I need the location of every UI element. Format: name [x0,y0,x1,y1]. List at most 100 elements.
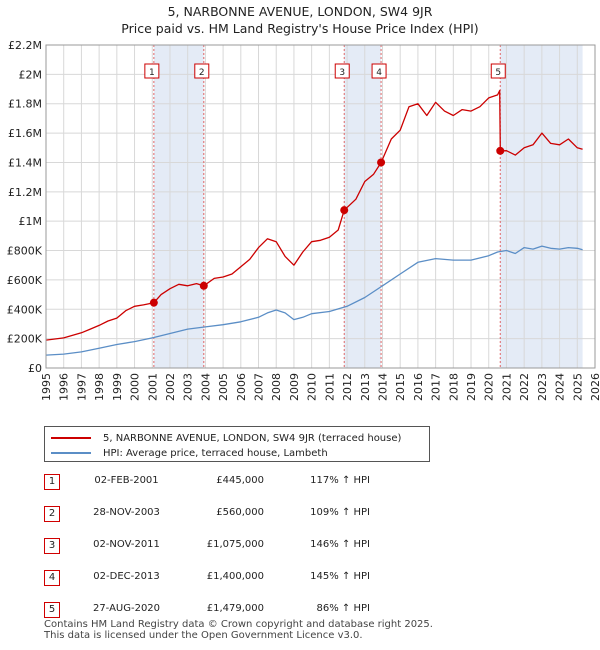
sale-hpi-change: 109% ↑ HPI [310,507,370,518]
hpi-line [45,245,583,356]
legend-swatch-property [51,437,91,439]
sale-date: 27-AUG-2020 [92,603,161,614]
x-tick-label: 2008 [270,373,283,401]
sale-label-number: 1 [149,68,155,78]
x-tick-label: 2019 [465,373,478,401]
sale-point [199,281,208,290]
y-tick-label: £0 [28,362,42,375]
sale-label-box [490,63,506,79]
x-tick-label: 2014 [376,373,389,401]
x-tick-label: 2007 [253,373,266,401]
legend-label-hpi: HPI: Average price, terraced house, Lamb… [103,447,328,459]
x-tick-label: 2010 [306,373,319,401]
x-tick-label: 2022 [518,373,531,401]
x-tick-label: 2026 [589,373,600,401]
x-tick-label: 2013 [359,373,372,401]
sale-label-number: 4 [376,68,382,78]
x-tick-label: 2020 [483,373,496,401]
legend-item-hpi: HPI: Average price, terraced house, Lamb… [51,446,328,460]
legend-item-property: 5, NARBONNE AVENUE, LONDON, SW4 9JR (ter… [51,431,401,445]
sale-label-box [194,63,210,79]
table-row: 4 02-DEC-2013 £1,400,000 145% ↑ HPI [44,570,374,586]
y-tick-label: £2.2M [8,39,42,52]
y-tick-label: £400K [7,303,43,316]
x-tick-label: 2011 [323,373,336,401]
x-tick-label: 2001 [146,373,159,401]
y-tick-label: £1.2M [8,186,42,199]
x-tick-label: 2018 [447,373,460,401]
x-tick-label: 2017 [430,373,443,401]
sale-date: 02-FEB-2001 [94,475,159,486]
table-row: 2 28-NOV-2003 £560,000 109% ↑ HPI [44,506,374,522]
sale-hpi-change: 86% ↑ HPI [316,603,370,614]
x-tick-label: 2006 [235,373,248,401]
sale-price: £560,000 [216,507,264,518]
footer-line-licence: This data is licensed under the Open Gov… [44,630,363,641]
x-tick-label: 1997 [75,373,88,401]
sale-hpi-change: 146% ↑ HPI [310,539,370,550]
price-chart: 1 2 3 4 5 £0 £200K £400K £600K £800K £1M £1.2M £1.4M… [7,39,600,401]
chart-title: 5, NARBONNE AVENUE, LONDON, SW4 9JR [167,4,433,19]
chart-title-block: 5, NARBONNE AVENUE, LONDON, SW4 9JR Pric… [0,3,600,37]
x-tick-label: 1996 [58,373,71,401]
sale-period-shade [344,45,382,368]
x-tick-label: 2016 [412,373,425,401]
x-tick-label: 2023 [536,373,549,401]
sale-marker-badge: 1 [44,474,60,490]
plot-frame [45,44,596,369]
sale-point [496,146,505,155]
footer-attribution: Contains HM Land Registry data © Crown c… [44,619,433,641]
table-row: 1 02-FEB-2001 £445,000 117% ↑ HPI [44,474,374,490]
sale-date: 02-DEC-2013 [93,571,160,582]
y-tick-label: £1.6M [8,127,42,140]
sale-label-box [334,63,350,79]
sale-label-number: 2 [199,68,205,78]
sale-date: 02-NOV-2011 [93,539,160,550]
y-tick-label: £800K [7,245,43,258]
sale-marker-badge: 4 [44,570,60,586]
sale-hpi-change: 145% ↑ HPI [310,571,370,582]
sale-marker-badge: 2 [44,506,60,522]
y-tick-label: £2M [19,68,43,81]
x-tick-label: 1998 [93,373,106,401]
sale-period-shade [153,45,204,368]
x-tick-label: 2000 [129,373,142,401]
legend-label-property: 5, NARBONNE AVENUE, LONDON, SW4 9JR (ter… [103,432,402,444]
sale-label-box [371,63,387,79]
sale-price: £445,000 [216,475,264,486]
x-tick-label: 2003 [182,373,195,401]
x-tick-label: 2005 [217,373,230,401]
y-tick-label: £200K [7,333,43,346]
x-tick-label: 2012 [341,373,354,401]
sale-marker-badge: 5 [44,602,60,618]
x-tick-label: 2021 [500,373,513,401]
x-tick-label: 2004 [199,373,212,401]
x-tick-label: 2015 [394,373,407,401]
x-tick-label: 1999 [111,373,124,401]
footer-line-copyright: Contains HM Land Registry data © Crown c… [44,619,433,630]
y-tick-label: £1M [19,215,43,228]
table-row: 5 27-AUG-2020 £1,479,000 86% ↑ HPI [44,602,374,618]
x-tick-label: 1995 [40,373,53,401]
y-tick-label: £600K [7,274,43,287]
sale-price: £1,075,000 [206,539,264,550]
x-tick-label: 2024 [554,373,567,401]
sale-marker-badge: 3 [44,538,60,554]
table-row: 3 02-NOV-2011 £1,075,000 146% ↑ HPI [44,538,374,554]
sale-hpi-change: 117% ↑ HPI [310,475,370,486]
sale-price: £1,400,000 [206,571,264,582]
chart-subtitle: Price paid vs. HM Land Registry's House … [121,21,479,36]
sale-date: 28-NOV-2003 [93,507,160,518]
x-tick-label: 2009 [288,373,301,401]
x-tick-label: 2025 [571,373,584,401]
sale-point [377,158,386,167]
legend-swatch-hpi [51,452,91,454]
sale-label-number: 3 [339,68,345,78]
chart-legend: 5, NARBONNE AVENUE, LONDON, SW4 9JR (ter… [44,426,430,462]
sale-price: £1,479,000 [206,603,264,614]
sale-label-number: 5 [495,68,501,78]
y-tick-label: £1.4M [8,156,42,169]
x-tick-label: 2002 [164,373,177,401]
sale-label-box [144,63,160,79]
sale-point [340,206,349,215]
